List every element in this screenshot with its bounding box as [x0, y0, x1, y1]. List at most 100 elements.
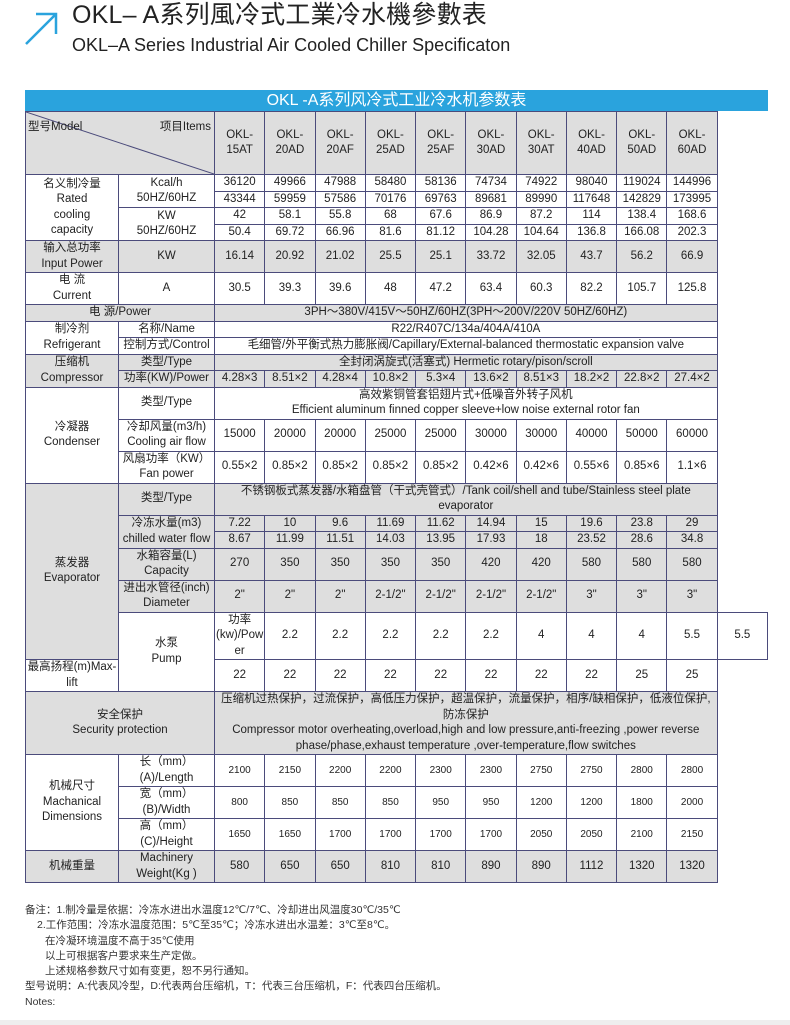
table-cell: 890	[515, 850, 567, 883]
table-row: 安全保护 Security protection 压缩机过热保护，过流保护，高低压…	[25, 691, 768, 755]
title-chinese: OKL– A系列風冷式工業冷水機參數表	[72, 1, 487, 29]
table-cell: 5.5	[716, 611, 769, 660]
table-cell: 350	[364, 547, 417, 581]
table-row: 高（mm）(C)/Height 1650 1650 1700 1700 1700 1700 2…	[26, 818, 768, 851]
table-row: 机械重量 Machinery Weight(Kg ) 580 650 650 810 810…	[25, 850, 768, 883]
table-row: 功率(KW)/Power 4.28×3 8.51×2 4.28×4 10.8×2 5.3×…	[26, 370, 768, 388]
table-cell: 2100	[213, 754, 266, 787]
table-cell: 2.2	[364, 611, 417, 660]
table-cell: 42	[213, 207, 266, 225]
table-cell: 98040	[565, 174, 618, 192]
table-cell: 0.55×2	[213, 450, 266, 484]
table-row: 压缩机 Compressor 类型/Type 全封闭涡旋式(活塞式) Hermeti…	[25, 353, 768, 388]
note-line: 在冷凝环境温度不高于35℃使用	[45, 934, 195, 947]
table-cell: 119024	[616, 174, 668, 192]
table-cell: 89681	[465, 190, 517, 208]
table-cell: 电 源/Power	[25, 304, 215, 322]
table-row: 水箱容量(L) Capacity 270 350 350 350 350 420 420 580…	[26, 547, 768, 581]
table-cell: 50.4	[213, 223, 266, 241]
table-cell: 1650	[213, 818, 266, 851]
table-cell: 56.2	[616, 240, 668, 273]
table-cell: 20.92	[264, 240, 316, 273]
table-cell: 8.51×3	[515, 370, 567, 388]
table-cell: R22/R407C/134a/404A/410A	[214, 320, 718, 338]
table-cell: 安全保护 Security protection	[25, 691, 215, 755]
table-cell: 2000	[666, 786, 718, 819]
table-cell: 0.42×6	[465, 450, 517, 484]
table-cell: 63.4	[465, 272, 517, 305]
table-cell: 420	[465, 547, 517, 581]
table-cell: 47988	[314, 174, 366, 192]
table-cell: 950	[415, 786, 467, 819]
table-cell: 2.2	[415, 611, 467, 660]
table-cell: 67.6	[415, 207, 467, 225]
table-cell: 14.94	[465, 514, 517, 532]
table-cell: 输入总功率 Input Power	[25, 240, 119, 273]
table-cell: 28.6	[616, 531, 668, 549]
table-cell: 4.28×4	[314, 370, 366, 388]
table-cell: 3"	[666, 579, 718, 613]
table-row: 最高扬程(m)Max-lift 22 22 22 22 22 22 22 22 25 25	[25, 659, 768, 692]
table-cell: 蒸发器 Evaporator	[25, 482, 119, 660]
table-cell: 49966	[264, 174, 316, 192]
table-cell: 30000	[465, 418, 517, 452]
table-cell: 202.3	[666, 223, 718, 241]
table-row: 蒸发器 Evaporator 类型/Type 不锈钢板式蒸发器/水箱盘管（干式壳管式…	[25, 482, 768, 660]
table-cell: KW 50HZ/60HZ	[118, 207, 215, 241]
table-cell: 1650	[264, 818, 316, 851]
table-cell: 82.2	[565, 272, 618, 305]
table-cell: 1320	[666, 850, 718, 883]
table-cell: 20000	[314, 418, 366, 452]
table-cell: 1800	[616, 786, 668, 819]
table-cell: 毛细管/外平衡式热力膨胀阀/Capillary/External-balance…	[214, 337, 718, 355]
model-header-cell: OKL- 40AD	[565, 111, 618, 175]
table-cell: 60000	[666, 418, 718, 452]
table-cell: 850	[364, 786, 417, 819]
table-cell: 2800	[616, 754, 668, 787]
table-cell: 类型/Type	[118, 353, 215, 371]
table-cell: 14.03	[364, 531, 417, 549]
table-cell: 4	[616, 611, 668, 660]
table-cell: 58.1	[264, 207, 316, 225]
table-banner: OKL -A系列风冷式工业冷水机参数表	[25, 90, 768, 111]
table-cell: 进出水管径(inch) Diameter	[118, 579, 215, 613]
table-cell: 25	[666, 659, 718, 692]
table-cell: 58136	[415, 174, 467, 192]
table-cell: 142829	[616, 190, 668, 208]
table-cell: 350	[314, 547, 366, 581]
table-row: 控制方式/Control 毛细管/外平衡式热力膨胀阀/Capillary/Exte…	[26, 337, 768, 355]
table-cell: 800	[213, 786, 266, 819]
table-cell: 2050	[515, 818, 567, 851]
table-cell: 114	[565, 207, 618, 225]
table-cell: 22	[565, 659, 618, 692]
table-cell: 名称/Name	[118, 320, 215, 338]
table-cell: 18	[515, 531, 567, 549]
table-cell: 1700	[415, 818, 467, 851]
table-cell: 86.9	[465, 207, 517, 225]
table-cell: 0.85×2	[264, 450, 316, 484]
title-english: OKL–A Series Industrial Air Cooled Chill…	[72, 35, 511, 55]
table-cell: 7.22	[213, 514, 266, 532]
table-cell: 长（mm）(A)/Length	[118, 754, 215, 787]
table-cell: 36120	[213, 174, 266, 192]
table-cell: 10	[264, 514, 316, 532]
table-cell: 48	[364, 272, 417, 305]
model-header-cell: OKL- 20AF	[314, 111, 366, 175]
table-cell: 850	[264, 786, 316, 819]
table-cell: 2800	[666, 754, 718, 787]
note-line: 备注：1.制冷量是依据：冷冻水进出水温度12℃/7℃、冷却进出风温度30℃/35…	[25, 904, 401, 916]
table-cell: 25.1	[415, 240, 467, 273]
table-cell: 60.3	[515, 272, 567, 305]
table-cell: 冷冻水量(m3) chilled water flow	[118, 514, 215, 549]
table-cell: 冷凝器 Condenser	[25, 386, 119, 484]
table-cell: 39.6	[314, 272, 366, 305]
table-row: 电 源/Power 3PH～380V/415V～50HZ/60HZ(3PH～200…	[25, 304, 768, 322]
table-cell: 2-1/2"	[415, 579, 467, 613]
table-cell: 47.2	[415, 272, 467, 305]
table-cell: 全封闭涡旋式(活塞式) Hermetic rotary/pison/scroll	[214, 353, 718, 371]
spec-table: 型号Model 项目Items OKL- 15AT OKL- 20AD OKL- 2…	[25, 111, 769, 883]
table-cell: 1320	[616, 850, 668, 883]
table-cell: 1700	[364, 818, 417, 851]
table-row: 制冷剂 Refrigerant 名称/Name R22/R407C/134a/404…	[25, 320, 768, 355]
table-cell: 风扇功率（KW） Fan power	[118, 450, 215, 484]
